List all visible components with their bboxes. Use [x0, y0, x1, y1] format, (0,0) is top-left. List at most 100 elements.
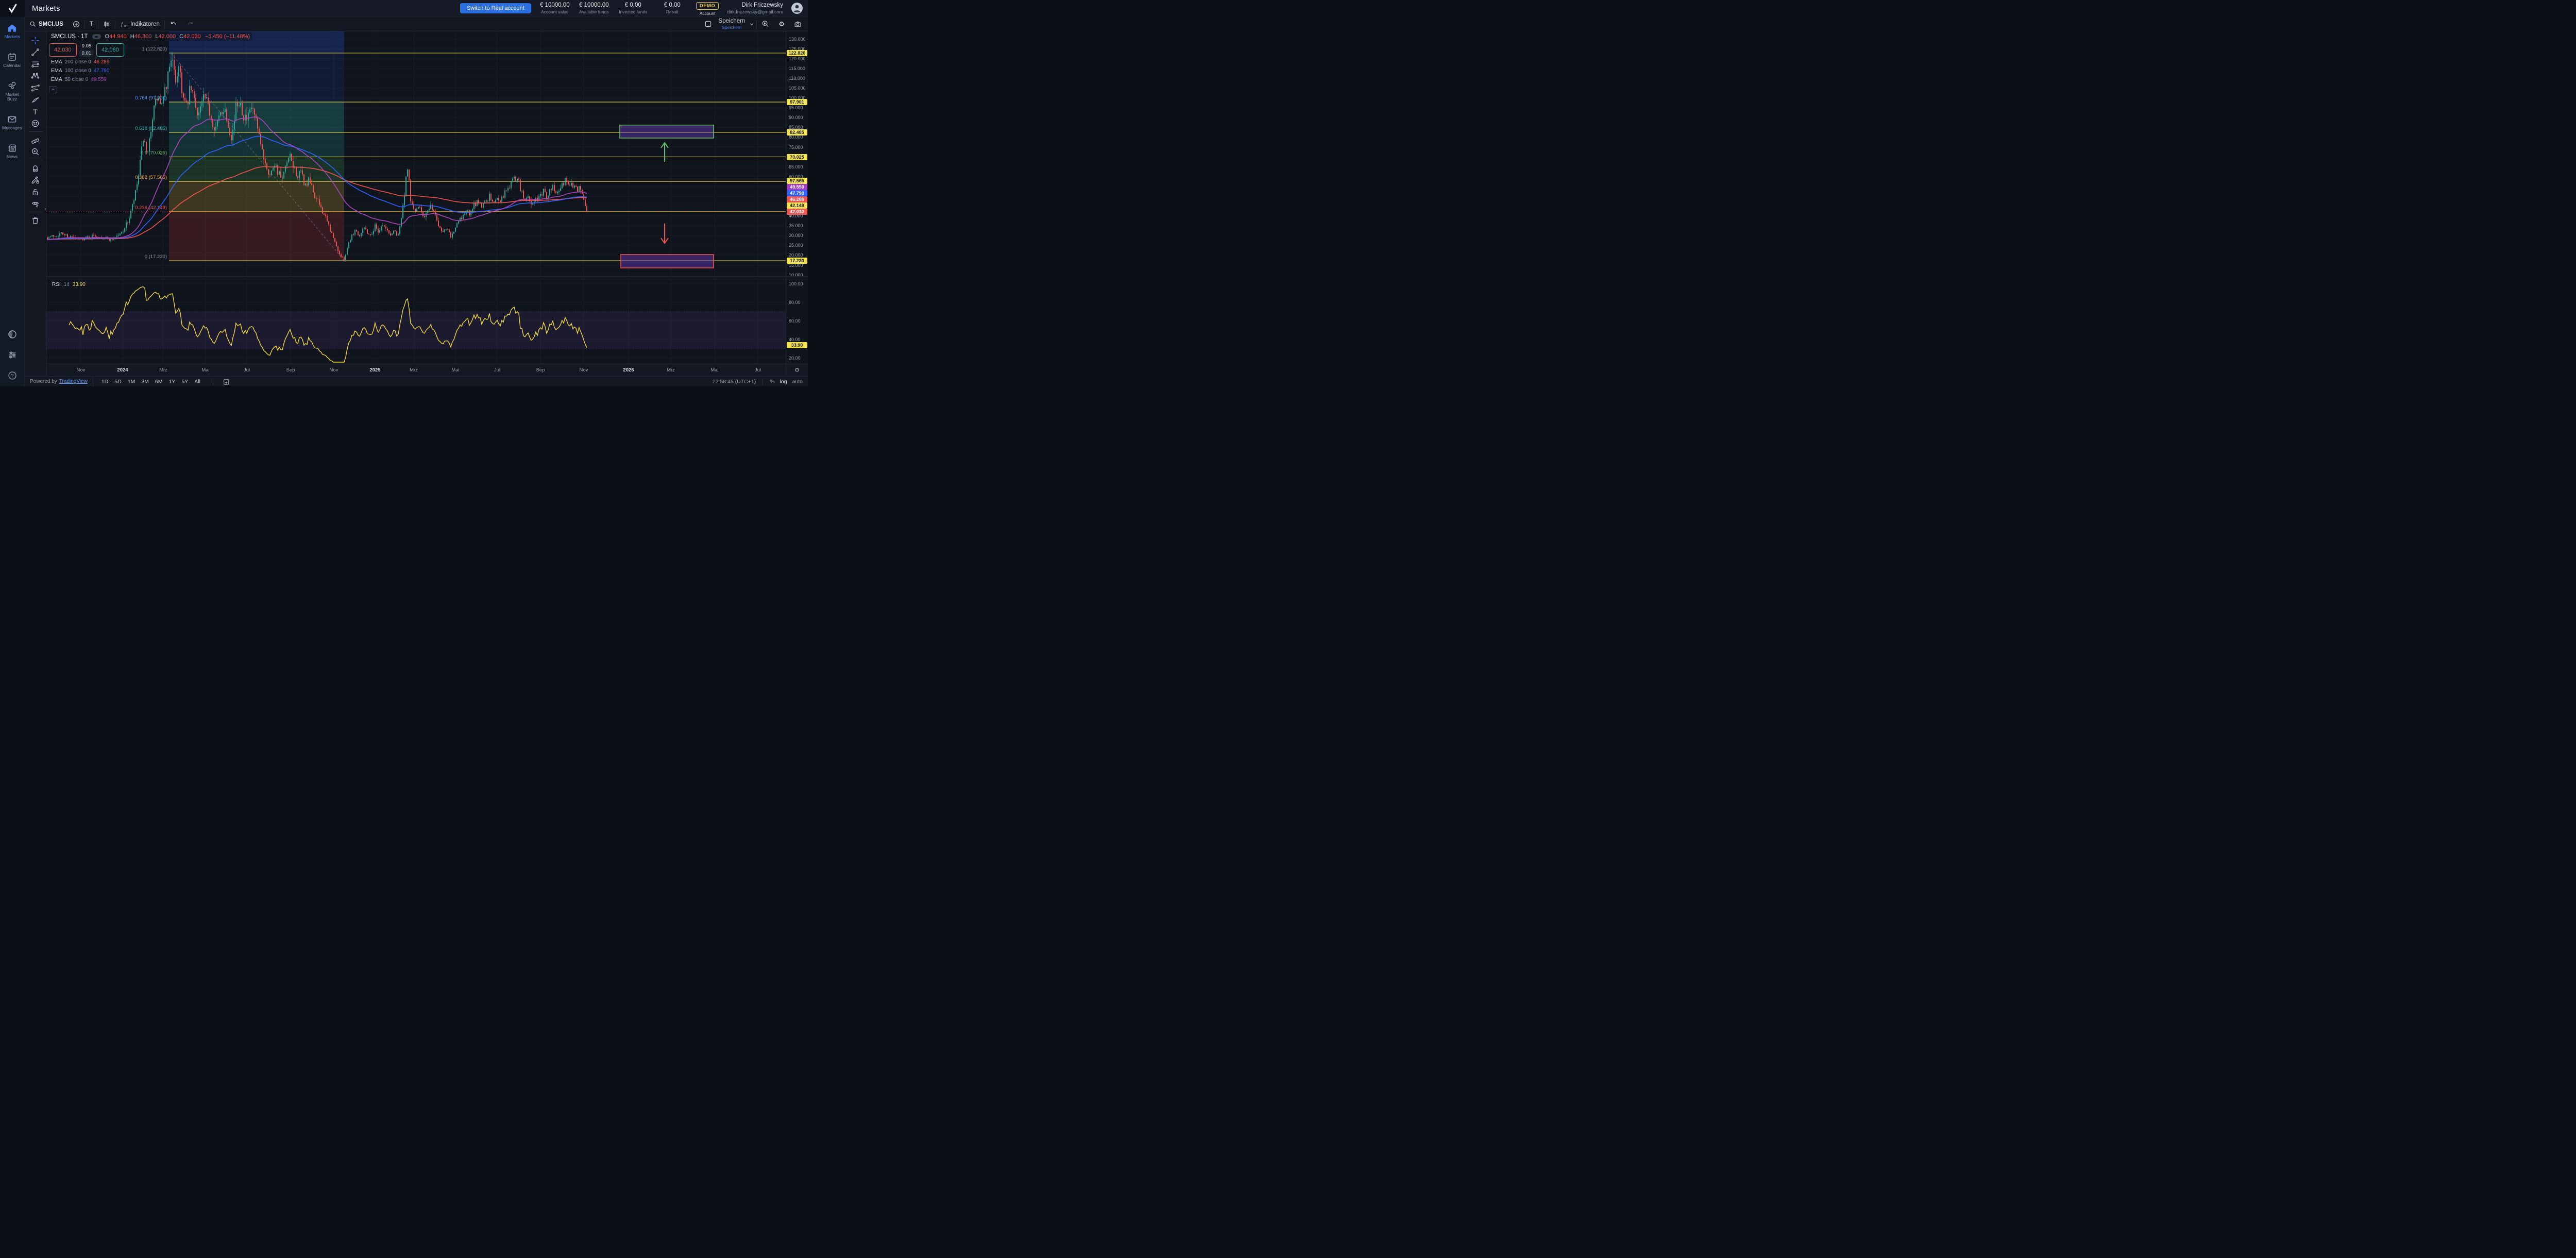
price-tick: 130.000 — [789, 36, 806, 42]
sidebar-item-markets[interactable]: Markets — [0, 23, 24, 40]
layout-button[interactable] — [700, 20, 717, 28]
time-tick: Mrz — [159, 367, 167, 373]
undo-button[interactable] — [165, 17, 182, 31]
emoji-tool[interactable] — [28, 117, 43, 129]
sidebar-item-market-buzz[interactable]: Market Buzz — [0, 81, 24, 103]
help-button[interactable]: ? — [8, 371, 17, 380]
xabcd-pattern-tool[interactable] — [28, 70, 43, 81]
save-menu-chevron[interactable] — [747, 22, 756, 27]
legend-collapse-button[interactable] — [49, 86, 57, 93]
redo-button[interactable] — [182, 17, 199, 31]
quick-search-button[interactable] — [757, 20, 774, 28]
brush-icon — [31, 95, 40, 104]
rsi-value-chip: 33.90 — [787, 342, 807, 348]
home-icon — [7, 23, 17, 33]
demo-badge-label: Account — [699, 11, 716, 16]
account-stats: € 10000.00 Account value € 10000.00 Availab… — [539, 2, 688, 14]
hide-drawings-tool[interactable] — [28, 198, 43, 209]
magnet-tool[interactable] — [28, 162, 43, 174]
flash-search-icon — [761, 20, 769, 28]
interval-button[interactable]: T — [89, 21, 93, 27]
sidebar-item-messages[interactable]: Messages — [0, 114, 24, 131]
trend-line-tool[interactable] — [28, 46, 43, 58]
go-to-date-button[interactable] — [217, 377, 235, 386]
brush-tool[interactable] — [28, 94, 43, 105]
chart-plot[interactable]: 1 (122.820) 0.764 (97.901) 0.618 (82.485) 0… — [46, 31, 786, 276]
log-scale-button[interactable]: log — [779, 378, 787, 385]
clock[interactable]: 22:58:45 (UTC+1) — [712, 378, 756, 385]
range-6m[interactable]: 6M — [155, 378, 163, 385]
save-button[interactable]: Speichern Speichern — [717, 18, 748, 29]
price-tick: 90.000 — [789, 115, 803, 121]
drawing-toolbar-collapse-handle[interactable]: › — [44, 205, 46, 212]
ohlc-h: H46.300 — [130, 33, 152, 40]
avatar[interactable] — [791, 3, 803, 14]
zoom-in-tool[interactable] — [28, 146, 43, 157]
axis-settings-corner[interactable]: ⚙ — [786, 364, 808, 376]
ema-value: 47.790 — [93, 68, 110, 74]
snapshot-button[interactable] — [789, 21, 808, 28]
crosshair-tool[interactable] — [28, 35, 43, 46]
stat-label: Result — [666, 9, 679, 14]
switch-to-real-account-button[interactable]: Switch to Real account — [460, 3, 531, 13]
price-axis[interactable]: 130.000 125.000 120.000 115.000 110.000 105.0… — [786, 31, 808, 364]
auto-scale-button[interactable]: auto — [792, 378, 803, 385]
buy-ask-button[interactable]: 42.080 — [96, 43, 124, 57]
time-tick: Mai — [201, 367, 210, 373]
rsi-pane[interactable] — [46, 278, 786, 364]
stat-value: € 0.00 — [624, 2, 641, 8]
price-tick: 15.000 — [789, 262, 803, 268]
rsi-tick: 40.00 — [789, 337, 801, 342]
symbol-search[interactable]: SMCI.US — [25, 17, 68, 31]
xabcd-pattern-icon — [31, 72, 40, 80]
ema-legend-row[interactable]: EMA 50 close 0 49.559 — [49, 76, 109, 83]
powered-by-label: Powered by — [30, 379, 57, 384]
svg-text:0.764 (97.901): 0.764 (97.901) — [135, 95, 167, 101]
range-5y[interactable]: 5Y — [181, 378, 189, 385]
range-1m[interactable]: 1M — [127, 378, 135, 385]
time-tick: 2025 — [369, 367, 381, 373]
settings-button[interactable]: ⚙ — [774, 20, 789, 28]
pane-divider[interactable] — [46, 276, 808, 278]
draw-mode-tool[interactable] — [28, 174, 43, 185]
indicators-label: Indikatoren — [130, 21, 160, 27]
tradingview-link[interactable]: TradingView — [59, 379, 88, 384]
price-tick: 120.000 — [789, 56, 806, 61]
fib-retracement-tool[interactable] — [28, 58, 43, 70]
sell-bid-button[interactable]: 42.030 — [49, 43, 77, 57]
buzz-icon — [7, 81, 17, 91]
legend-symbol-interval[interactable]: SMCI.US · 1T — [51, 33, 88, 40]
app-logo[interactable] — [0, 0, 25, 17]
lock-drawings-tool[interactable] — [28, 186, 43, 197]
ruler-tool[interactable] — [28, 134, 43, 145]
compare-add-button[interactable] — [68, 17, 84, 31]
preferences-button[interactable] — [8, 350, 17, 360]
time-axis[interactable]: Nov 2024 Mrz Mai Jul Sep Nov 2025 Mrz Mai Jul Sep No… — [46, 364, 786, 376]
rsi-legend[interactable]: RSI 14 33.90 — [50, 281, 88, 288]
ema-legend-row[interactable]: EMA 100 close 0 47.790 — [49, 67, 112, 74]
account-stat-invested-funds: € 0.00 Invested funds — [618, 2, 649, 14]
range-3m[interactable]: 3M — [141, 378, 149, 385]
sidebar-item-news[interactable]: News — [0, 143, 24, 160]
text-tool[interactable]: T — [28, 106, 43, 117]
legend-visibility-toggle[interactable] — [92, 34, 101, 39]
range-all[interactable]: All — [194, 378, 200, 385]
range-5d[interactable]: 5D — [114, 378, 122, 385]
range-1y[interactable]: 1Y — [168, 378, 176, 385]
user-name: Dirk Friczewsky — [741, 2, 784, 8]
chart-type-button[interactable] — [98, 17, 115, 31]
parallel-channel-tool[interactable] — [28, 82, 43, 93]
sidebar-item-calendar[interactable]: Calendar — [0, 52, 24, 69]
percent-scale-button[interactable]: % — [770, 378, 775, 385]
save-label: Speichern — [718, 18, 745, 24]
rsi-tick: 100.00 — [789, 281, 803, 286]
sidebar-item-label: Markets — [4, 34, 20, 39]
remove-drawings-tool[interactable] — [28, 214, 43, 226]
time-tick: Sep — [286, 367, 295, 373]
theme-contrast-button[interactable] — [8, 330, 17, 339]
ema-legend-row[interactable]: EMA 200 close 0 46.289 — [49, 59, 112, 65]
range-1d[interactable]: 1D — [101, 378, 109, 385]
tick-size-value: 0.01 — [79, 50, 94, 57]
